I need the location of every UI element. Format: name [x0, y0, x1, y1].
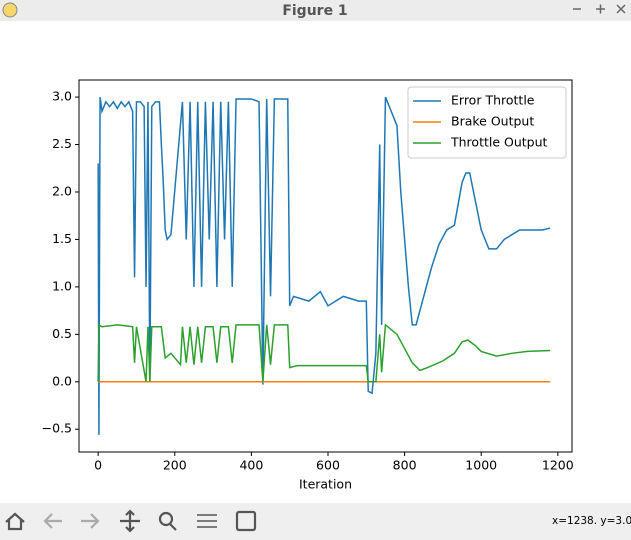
y-tick-label: 3.0	[52, 89, 72, 104]
x-tick-label: 1200	[542, 458, 574, 473]
y-tick-label: 0.0	[52, 373, 72, 388]
legend-label: Error Throttle	[451, 93, 535, 108]
back-button[interactable]	[43, 513, 62, 529]
legend-label: Brake Output	[451, 114, 534, 129]
x-tick-label: 400	[239, 458, 263, 473]
toolbar	[0, 503, 631, 540]
home-button[interactable]	[5, 512, 25, 531]
y-tick-label: 2.5	[52, 136, 72, 151]
zoom-button[interactable]	[158, 511, 177, 531]
legend-label: Throttle Output	[450, 135, 548, 150]
x-tick-label: 200	[163, 458, 187, 473]
legend-box	[407, 86, 567, 159]
x-tick-label: 1000	[465, 458, 497, 473]
x-tick-label: 0	[94, 458, 102, 473]
x-axis-label: Iteration	[299, 477, 352, 492]
forward-button[interactable]	[81, 513, 100, 529]
y-tick-label: 2.0	[52, 183, 72, 198]
configure-button[interactable]	[197, 514, 217, 528]
line-series	[97, 323, 551, 383]
pan-button[interactable]	[120, 509, 140, 533]
y-tick-label: −0.5	[42, 421, 72, 436]
status-text: x=1238. y=3.05	[552, 515, 631, 527]
y-tick-label: 0.5	[52, 326, 72, 341]
title-bar	[0, 0, 631, 21]
maximize-button[interactable]	[596, 4, 605, 14]
line-series	[97, 96, 551, 435]
x-tick-label: 600	[316, 458, 340, 473]
app-icon	[2, 2, 18, 18]
window-title: Figure 1	[282, 3, 347, 19]
close-button[interactable]	[616, 4, 626, 14]
save-button[interactable]	[235, 510, 257, 532]
axes-frame	[78, 79, 573, 453]
y-tick-label: 1.0	[52, 278, 72, 293]
x-tick-label: 800	[393, 458, 417, 473]
y-tick-label: 1.5	[52, 231, 72, 246]
